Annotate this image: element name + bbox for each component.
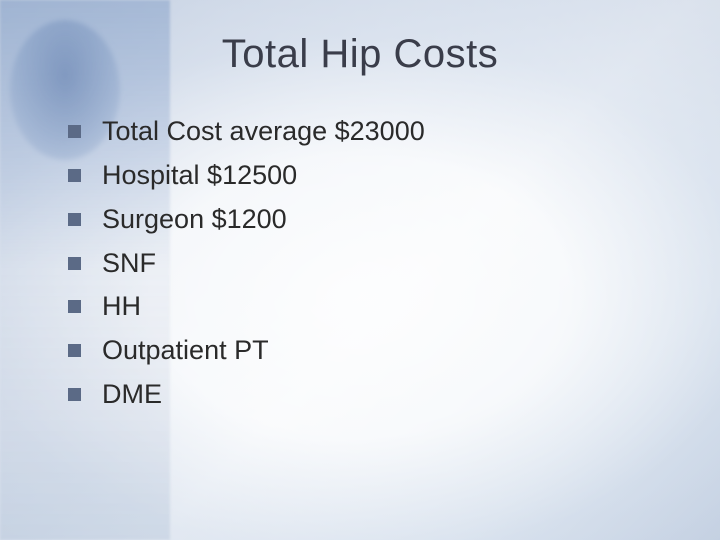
slide: Total Hip Costs Total Cost average $2300… [0,0,720,540]
list-item: Surgeon $1200 [68,199,680,241]
list-item: Total Cost average $23000 [68,111,680,153]
slide-title: Total Hip Costs [40,32,680,77]
list-item: Outpatient PT [68,330,680,372]
list-item: SNF [68,243,680,285]
list-item: Hospital $12500 [68,155,680,197]
list-item: DME [68,374,680,416]
list-item: HH [68,286,680,328]
bullet-list: Total Cost average $23000 Hospital $1250… [68,111,680,416]
